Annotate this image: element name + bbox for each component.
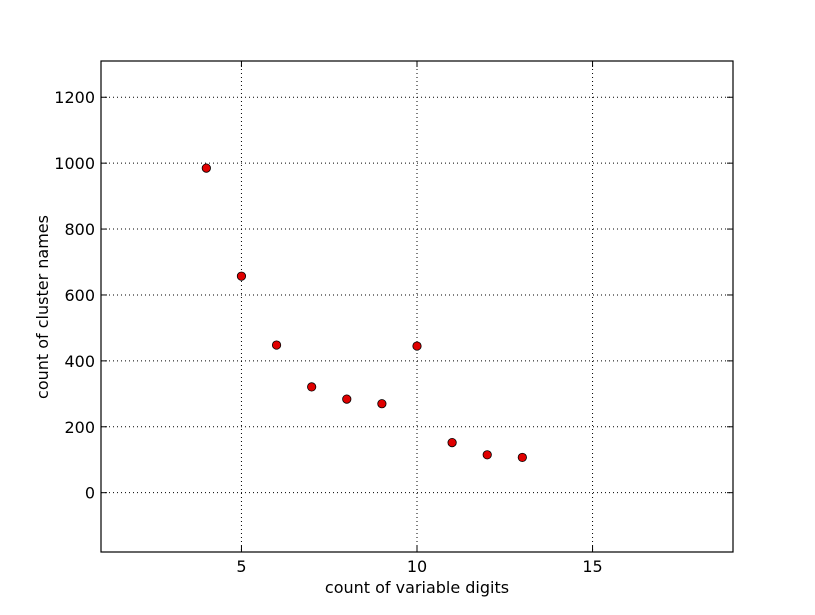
plot-frame (100, 60, 734, 553)
x-tick-label: 10 (407, 557, 427, 576)
y-tick-label: 800 (64, 220, 95, 239)
y-tick-label: 1200 (54, 88, 95, 107)
y-axis-label: count of cluster names (33, 215, 52, 399)
y-tick-label: 600 (64, 286, 95, 305)
data-point (271, 340, 282, 350)
data-point (342, 394, 352, 404)
data-point (201, 163, 211, 173)
data-point (412, 341, 422, 351)
x-axis-label: count of variable digits (325, 578, 509, 597)
data-point (517, 452, 527, 463)
data-point (447, 437, 457, 448)
grid-lines (101, 61, 733, 552)
data-point (236, 271, 247, 281)
data-point (307, 382, 317, 392)
y-tick-label: 200 (64, 418, 95, 437)
x-tick-label: 5 (236, 557, 246, 576)
data-points (201, 163, 527, 463)
axis-ticks: 5 10 15 0 200 400 600 800 1000 1200 (54, 61, 733, 576)
y-tick-label: 400 (64, 352, 95, 371)
data-point (377, 399, 387, 409)
y-tick-label: 0 (85, 484, 95, 503)
x-tick-label: 15 (582, 557, 602, 576)
y-tick-label: 1000 (54, 154, 95, 173)
data-point (482, 450, 492, 460)
